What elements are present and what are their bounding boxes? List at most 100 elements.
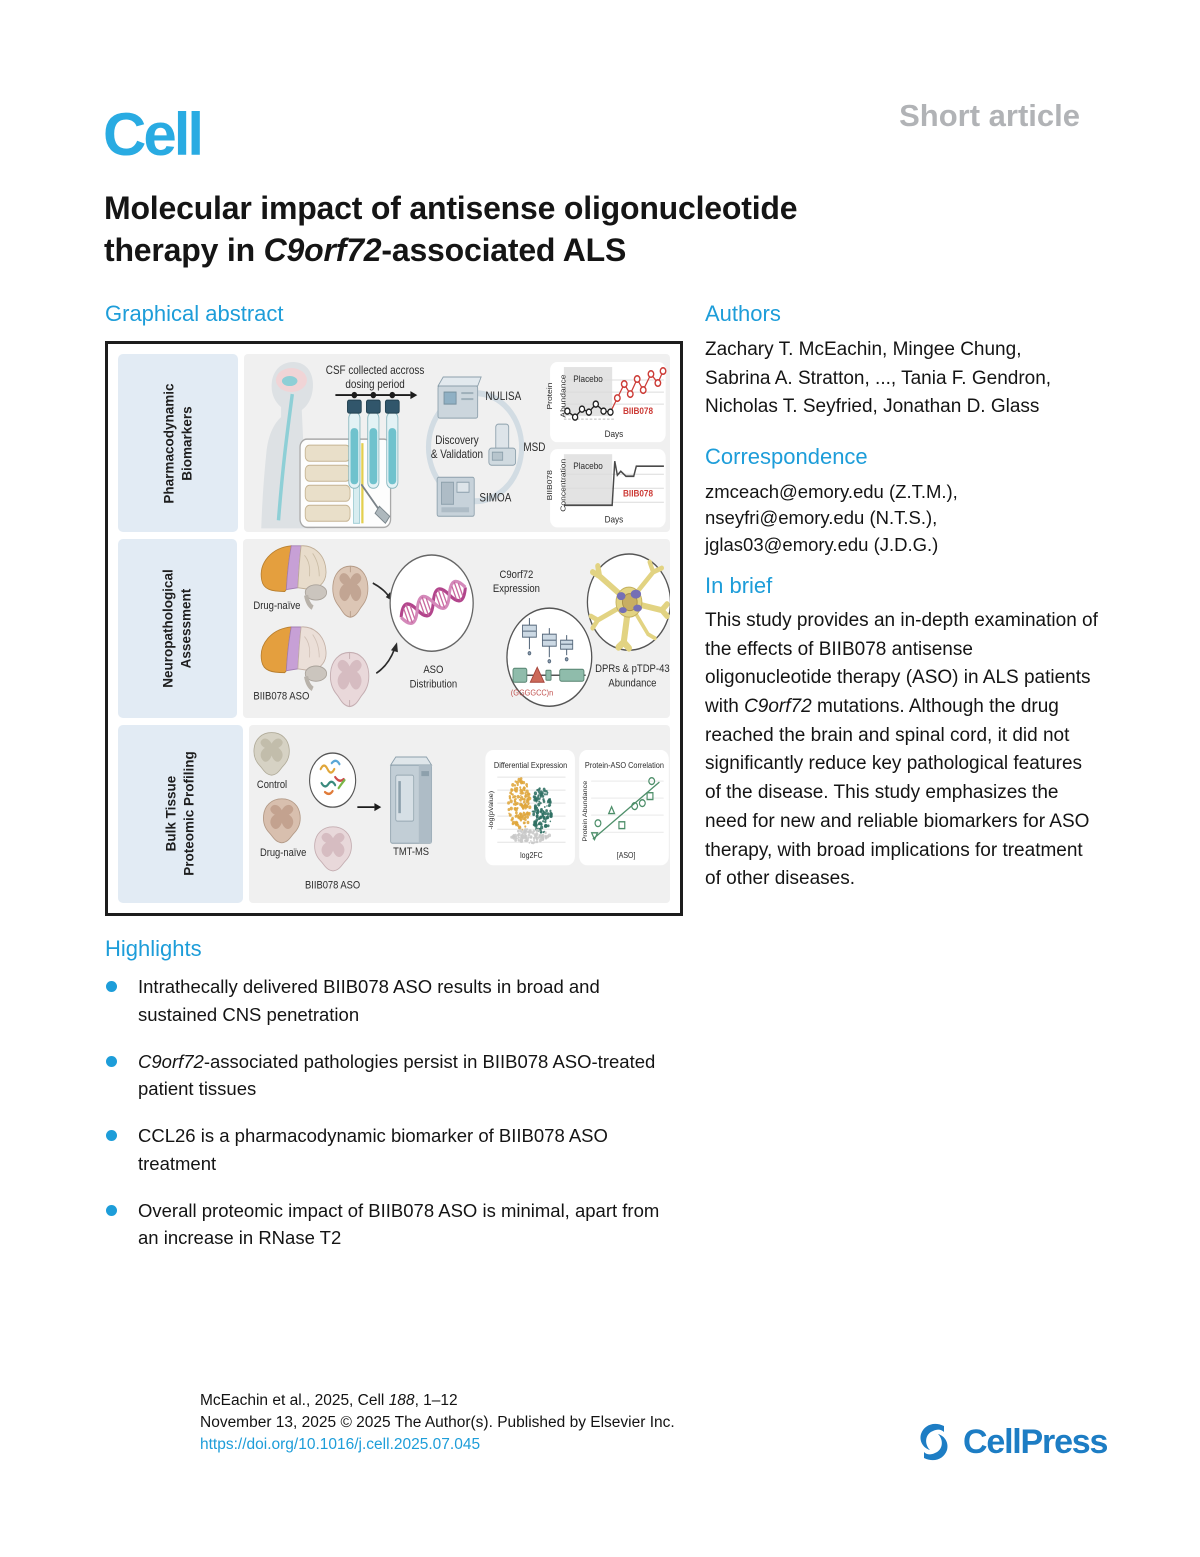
brain2-label: BIIB078 ASO	[253, 691, 309, 703]
chart2-biib078-label: BIIB078	[623, 488, 653, 499]
row1-label-strip: Pharmacodynamic Biomarkers	[118, 354, 239, 533]
title-line2-post: -associated ALS	[381, 231, 627, 268]
tmtms-label: TMT-MS	[393, 846, 429, 858]
cell-journal-logo: Cell	[103, 101, 204, 168]
ligament-line	[361, 443, 364, 524]
highlights-list: Intrathecally delivered BIIB078 ASO resu…	[105, 973, 670, 1252]
correspondence-email-3: jglas03@emory.edu (J.D.G.)	[705, 533, 939, 555]
bullet-icon	[106, 981, 117, 992]
protein-abundance-chart: Placebo BIIB078 Days Protein Abundance	[545, 362, 667, 443]
neuron-icon	[588, 559, 670, 653]
biib078-section-icon	[313, 826, 352, 872]
correlation-scatter-points	[590, 776, 660, 841]
dosing-timeline-arrow	[335, 391, 418, 400]
bullet-icon	[106, 1204, 117, 1216]
volcano-title: Differential Expression	[493, 760, 566, 770]
gggcc-repeat-label: (GGGGCC)n	[510, 688, 552, 698]
in-brief-pre: This study provides an in-depth examinat…	[705, 610, 1098, 718]
row1-illustration: CSF collected accross dosing period	[261, 362, 667, 529]
title-gene-italic: C9orf72	[263, 231, 382, 268]
brain1-label: Drug-naïve	[253, 601, 300, 613]
authors-line1: Zachary T. McEachin, Mingee Chung,	[705, 339, 1022, 360]
row2-label-line2: Assessment	[178, 588, 194, 669]
abstract-row-proteomic: Bulk Tissue Proteomic Profiling Control D…	[118, 724, 670, 903]
spinal-cord-drug-naive-icon	[331, 565, 368, 619]
differential-expression-chart: Differential Expression -log(pValue) log…	[484, 749, 575, 865]
protein-aso-correlation-chart: Protein-ASO Correlation Protein Abundanc…	[578, 749, 669, 865]
aso-distribution-circle	[388, 554, 474, 653]
volcano-ylabel: -log(pValue)	[488, 790, 494, 829]
authors-line3: Nicholas T. Seyfried, Jonathan D. Glass	[705, 396, 1040, 417]
correlation-ylabel: Protein Abundance	[582, 780, 588, 841]
highlight-item-3: CCL26 is a pharmacodynamic biomarker of …	[105, 1122, 668, 1178]
row2-content: Drug-naïve	[242, 539, 670, 718]
citation-volume-italic: 188	[388, 1392, 415, 1409]
chart1-ylabel-line2: Abundance	[559, 374, 567, 418]
correlation-xlabel: [ASO]	[616, 850, 635, 860]
simoa-instrument-icon	[436, 476, 475, 517]
chart1-xlabel: Days	[605, 429, 624, 440]
row2-label-line1: Neuropathological	[160, 569, 176, 688]
drug-concentration-chart: Placebo BIIB078 Days BIIB078 Concentrati…	[545, 449, 666, 528]
cellpress-wordmark: CellPress	[963, 1422, 1108, 1461]
correspondence-email-2: nseyfri@emory.edu (N.T.S.),	[705, 507, 938, 529]
title-line1: Molecular impact of antisense oligonucle…	[104, 190, 798, 226]
title-line2-pre: therapy in	[104, 231, 264, 268]
chart2-ylabel-line2: Concentration	[559, 459, 567, 512]
msd-instrument-icon	[488, 423, 517, 466]
citation-block: McEachin et al., 2025, Cell 188, 1–12 No…	[200, 1390, 675, 1456]
correspondence-heading: Correspondence	[705, 444, 868, 469]
dpr-label-line2: Abundance	[608, 678, 656, 690]
c9-expression-label-line2: Expression	[492, 584, 539, 596]
row3-content: Control Drug-naïve BIIB078 ASO	[248, 724, 670, 903]
volcano-xlabel: log2FC	[520, 850, 543, 860]
authors-heading: Authors	[705, 301, 781, 326]
graphical-abstract-figure: Pharmacodynamic Biomarkers	[105, 341, 683, 916]
biib078-section-label: BIIB078 ASO	[305, 879, 360, 891]
bullet-icon	[106, 1130, 117, 1141]
dpr-label-line1: DPRs & pTDP-43	[595, 664, 670, 676]
chart1-biib078-label: BIIB078	[623, 406, 653, 417]
row2-illustration: Drug-naïve	[253, 545, 670, 708]
in-brief-gene-italic: C9orf72	[744, 696, 812, 718]
copyright-line: November 13, 2025 © 2025 The Author(s). …	[200, 1414, 675, 1432]
csf-caption-line1: CSF collected accross	[326, 364, 425, 377]
peptides-circle-icon	[308, 752, 356, 808]
control-label: Control	[256, 779, 286, 791]
row3-label-line1: Bulk Tissue	[163, 776, 179, 852]
chart1-placebo-label: Placebo	[573, 373, 603, 384]
chart2-ylabel-line1: BIIB078	[545, 469, 553, 500]
drug-naive-label: Drug-naïve	[259, 847, 306, 859]
brain-biib078-icon	[260, 626, 327, 692]
discovery-label-line1: Discovery	[435, 435, 479, 448]
ventricle-region	[282, 376, 298, 387]
bullet-icon	[106, 1055, 117, 1067]
authors-line2: Sabrina A. Stratton, ..., Tania F. Gendr…	[705, 367, 1052, 389]
csf-caption-line2: dosing period	[345, 378, 404, 391]
c9orf72-expression-circle: (GGGGCC)n	[505, 607, 592, 708]
row3-label-strip: Bulk Tissue Proteomic Profiling	[118, 724, 243, 903]
volcano-dot-clusters	[506, 776, 553, 844]
simoa-label: SIMOA	[479, 492, 512, 505]
chart1-series	[564, 367, 667, 421]
correlation-title: Protein-ASO Correlation	[584, 760, 663, 770]
chart1-ylabel-line1: Protein	[545, 383, 553, 410]
highlights-heading: Highlights	[105, 936, 202, 961]
correspondence-email-1: zmceach@emory.edu (Z.T.M.),	[705, 481, 958, 502]
row1-content: CSF collected accross dosing period	[244, 354, 670, 533]
authors-list: Zachary T. McEachin, Mingee Chung, Sabri…	[705, 336, 1105, 422]
boxplots-icon	[521, 618, 573, 664]
doi-link[interactable]: https://doi.org/10.1016/j.cell.2025.07.0…	[200, 1436, 481, 1454]
cellpress-mark-icon	[920, 1423, 948, 1461]
abstract-row-pharmacodynamic: Pharmacodynamic Biomarkers	[118, 354, 670, 533]
citation-line: McEachin et al., 2025, Cell 188, 1–12	[200, 1392, 458, 1409]
spinal-csf-line	[276, 393, 295, 521]
in-brief-paragraph: This study provides an in-depth examinat…	[705, 607, 1099, 894]
chart2-xlabel: Days	[605, 514, 624, 525]
row3-label-line2: Proteomic Profiling	[181, 751, 197, 877]
highlight-item-2: C9orf72-associated pathologies persist i…	[105, 1048, 668, 1104]
tmtms-instrument-icon	[389, 756, 432, 844]
discovery-label-line2: & Validation	[431, 449, 483, 462]
arrow-to-tmtms	[356, 802, 381, 811]
